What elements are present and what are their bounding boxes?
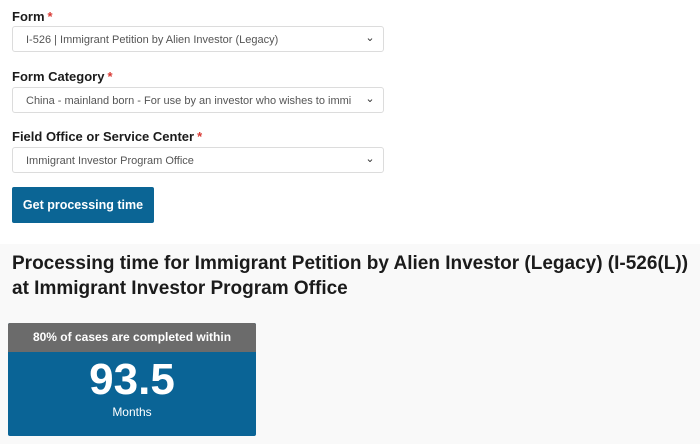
processing-time-unit: Months — [112, 405, 152, 419]
form-category-label: Form Category * — [12, 69, 113, 84]
field-office-label: Field Office or Service Center * — [12, 129, 202, 144]
processing-time-card: 80% of cases are completed within 93.5 M… — [8, 323, 256, 436]
field-office-select[interactable]: Immigrant Investor Program Office ⌄ — [12, 147, 384, 173]
chevron-down-icon: ⌄ — [365, 93, 375, 105]
form-select-value: I-526 | Immigrant Petition by Alien Inve… — [26, 34, 279, 46]
required-mark: * — [107, 69, 113, 84]
chevron-down-icon: ⌄ — [365, 32, 375, 44]
form-label-text: Form — [12, 9, 45, 24]
form-select[interactable]: I-526 | Immigrant Petition by Alien Inve… — [12, 26, 384, 52]
processing-time-value: 93.5 — [89, 355, 175, 404]
form-label: Form * — [12, 9, 53, 24]
form-category-label-text: Form Category — [12, 69, 105, 84]
get-processing-time-button[interactable]: Get processing time — [12, 187, 154, 223]
card-header: 80% of cases are completed within — [8, 323, 256, 352]
result-section: Processing time for Immigrant Petition b… — [0, 244, 700, 444]
field-office-value: Immigrant Investor Program Office — [26, 155, 194, 167]
chevron-down-icon: ⌄ — [365, 153, 375, 165]
required-mark: * — [47, 9, 53, 24]
result-title: Processing time for Immigrant Petition b… — [12, 253, 689, 299]
form-category-value: China - mainland born - For use by an in… — [26, 95, 352, 107]
required-mark: * — [197, 129, 203, 144]
field-office-label-text: Field Office or Service Center — [12, 129, 195, 144]
form-category-select[interactable]: China - mainland born - For use by an in… — [12, 87, 384, 113]
